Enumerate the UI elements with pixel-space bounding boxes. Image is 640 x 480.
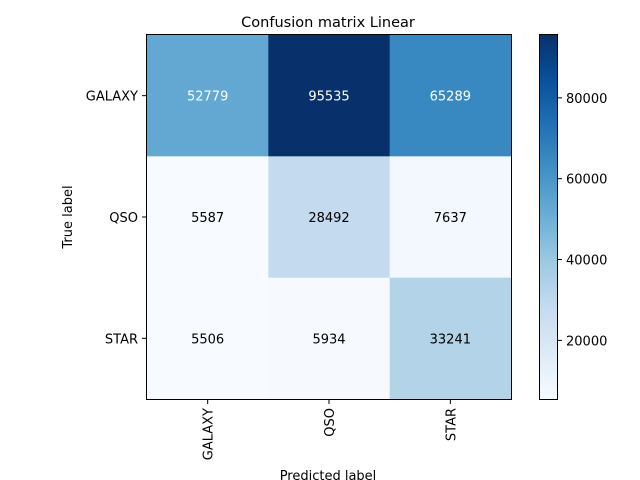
- x-tick-label: GALAXY: [202, 408, 217, 460]
- heatmap-cell: [147, 156, 269, 279]
- x-axis-ticks: GALAXY QSO STAR: [202, 399, 459, 460]
- colorbar: [539, 34, 558, 400]
- heatmap-cell: [147, 277, 269, 400]
- y-tick-label: QSO: [109, 211, 138, 226]
- heatmap-cell: [389, 35, 512, 157]
- heatmap-cells: [147, 35, 512, 400]
- heatmap-cell: [389, 277, 512, 400]
- cell-value-label: 5506: [191, 332, 224, 347]
- cell-value-label: 7637: [434, 211, 467, 226]
- colorbar-ticks: 20000 40000 60000 80000: [558, 92, 607, 349]
- x-axis-label: Predicted label: [280, 469, 377, 480]
- cell-value-label: 65289: [430, 90, 471, 105]
- cell-value-label: 28492: [308, 211, 349, 226]
- heatmap-cell: [268, 35, 391, 157]
- heatmap-cell: [389, 156, 512, 279]
- colorbar-tick-label: 20000: [566, 334, 607, 349]
- cell-value-label: 33241: [430, 332, 471, 347]
- heatmap-cell: [268, 277, 391, 400]
- cell-value-labels: 52779 95535 65289 5587 28492 7637 5506 5934 3324…: [187, 90, 471, 348]
- y-axis-label: True label: [61, 185, 76, 249]
- y-axis-ticks: GALAXY QSO STAR: [86, 90, 147, 347]
- y-tick-label: GALAXY: [86, 90, 138, 105]
- x-tick-label: STAR: [444, 408, 459, 441]
- colorbar-tick-label: 80000: [566, 92, 607, 107]
- colorbar-tick-label: 60000: [566, 173, 607, 188]
- cell-value-label: 52779: [187, 90, 228, 105]
- chart-title: Confusion matrix Linear: [241, 15, 415, 31]
- y-tick-label: STAR: [105, 332, 138, 347]
- cell-value-label: 5587: [191, 211, 224, 226]
- cell-value-label: 95535: [308, 90, 349, 105]
- heatmap-cell: [268, 156, 391, 279]
- colorbar-tick-label: 40000: [566, 254, 607, 269]
- heatmap-cell: [147, 35, 269, 157]
- x-tick-label: QSO: [323, 408, 338, 437]
- cell-value-label: 5934: [312, 332, 345, 347]
